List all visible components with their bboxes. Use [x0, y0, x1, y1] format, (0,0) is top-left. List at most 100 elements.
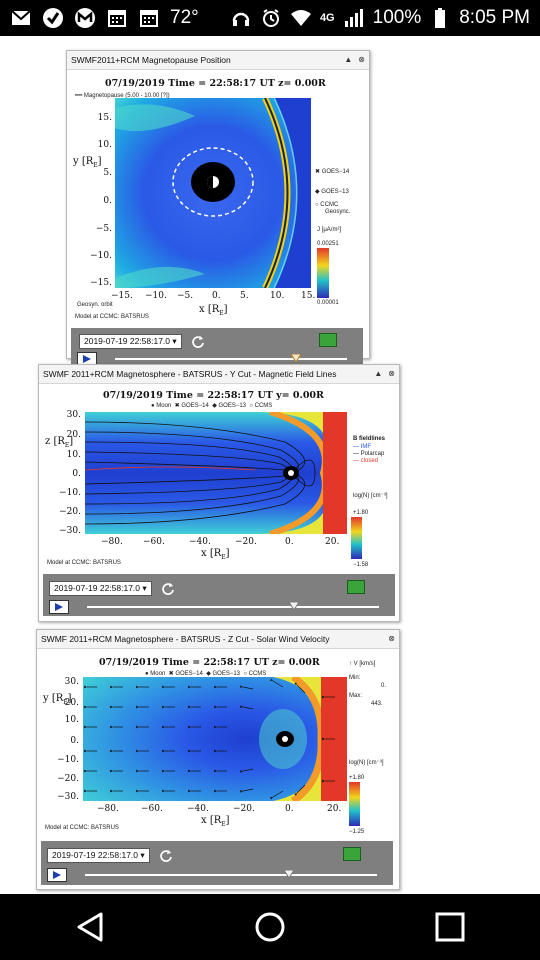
time-slider-track[interactable] [115, 358, 347, 360]
play-button[interactable] [49, 600, 69, 614]
side-legend-geosync: Geosync. [325, 209, 351, 215]
time-slider-track[interactable] [85, 874, 377, 876]
refresh-icon[interactable] [161, 582, 175, 596]
home-button[interactable] [240, 897, 300, 957]
refresh-icon[interactable] [159, 849, 173, 863]
y-tick-1: 30. [64, 677, 79, 687]
colorbar-label: J [μA/m²] [317, 227, 342, 233]
legend-moon: Moon [156, 403, 172, 409]
legend-line: ━━ Magnetopause (5.00 - 10.00 [?]) [75, 93, 170, 99]
x-tick-4: −20. [235, 537, 257, 547]
x-tick-5: 0. [285, 804, 294, 814]
x-tick-2: −10. [145, 291, 167, 301]
legend-moon: Moon [150, 671, 166, 677]
x-axis-title: x [RE] [201, 815, 230, 828]
legend-row: ● Moon ✖ GOES−14 ◆ GOES−13 ○ CCMS [151, 403, 273, 409]
x-tick-3: −40. [187, 804, 209, 814]
snapshot-camera-icon[interactable] [343, 847, 361, 861]
model-credit: Model at CCMC: BATSRUS [45, 825, 119, 831]
colorbar-max: +1.80 [353, 510, 369, 516]
snapshot-camera-icon[interactable] [347, 580, 365, 594]
collapse-icon[interactable]: ▲ [344, 55, 353, 64]
y-tick-4: 0. [103, 196, 112, 206]
y-tick-3: 10. [66, 450, 81, 460]
close-icon[interactable]: ⊗ [388, 634, 395, 643]
plot-header: 07/19/2019 Time = 22:58:17 UT z= 0.00R [105, 78, 326, 89]
widget-title: SWMF2011+RCM Magnetopause Position ▲ ⊗ [67, 51, 369, 70]
y-tick-4: 0. [72, 469, 81, 479]
collapse-icon[interactable]: ▲ [374, 369, 383, 378]
time-select[interactable]: 2019-07-19 22:58:17.0 ▾ [47, 848, 150, 863]
x-tick-6: 20. [325, 537, 340, 547]
close-icon[interactable]: ⊗ [388, 369, 395, 378]
magnetopause-widget: SWMF2011+RCM Magnetopause Position ▲ ⊗ 07… [66, 50, 370, 368]
x-tick-2: −60. [143, 537, 165, 547]
signal-icon [343, 7, 365, 29]
battery-percent: 100% [372, 7, 422, 28]
legend-ccms: CCMS [254, 403, 273, 409]
colorbar-max: 0.00251 [317, 241, 339, 247]
alarm-icon [260, 7, 282, 29]
close-icon[interactable]: ⊗ [358, 55, 365, 64]
play-button[interactable] [47, 868, 67, 882]
model-credit: Model at CCMC: BATSRUS [75, 314, 149, 320]
y-tick-1: 30. [66, 410, 81, 420]
y-tick-6: −20. [59, 507, 81, 517]
widget-title: SWMF 2011+RCM Magnetosphere - BATSRUS - … [37, 630, 399, 649]
x-tick-1: −80. [101, 537, 123, 547]
side-legend-goes13: ◆ GOES−13 [315, 189, 349, 195]
plot-header: 07/19/2019 Time = 22:58:17 UT y= 0.00R [103, 390, 324, 401]
snapshot-camera-icon[interactable] [319, 333, 337, 347]
playback-controls: 2019-07-19 22:58:17.0 ▾ [43, 574, 395, 616]
zcut-widget: SWMF 2011+RCM Magnetosphere - BATSRUS - … [36, 629, 400, 890]
back-button[interactable] [60, 897, 120, 957]
side-legend-imf: — IMF [353, 444, 372, 450]
time-select[interactable]: 2019-07-19 22:58:17.0 ▾ [49, 581, 152, 596]
recents-button[interactable] [420, 897, 480, 957]
time-select-value: 2019-07-19 22:58:17.0 [52, 850, 139, 860]
legend-goes13: GOES−13 [218, 403, 246, 409]
x-tick-1: −15. [111, 291, 133, 301]
legend-row: ● Moon ✖ GOES−14 ◆ GOES−13 ○ CCMS [145, 671, 267, 677]
colorbar-min: −1.25 [349, 829, 365, 835]
x-tick-7: 15. [301, 291, 316, 301]
x-axis-title: x [RE] [201, 548, 230, 561]
y-tick-5: −10. [59, 488, 81, 498]
colorbar [317, 248, 329, 298]
refresh-icon[interactable] [191, 335, 205, 349]
side-legend-goes14: ✖ GOES−14 [315, 169, 350, 175]
min-value: 0. [381, 683, 387, 689]
time-select[interactable]: 2019-07-19 22:58:17.0 ▾ [79, 334, 182, 349]
side-legend-closed: — closed [353, 458, 379, 464]
ycut-widget: SWMF 2011+RCM Magnetosphere - BATSRUS - … [38, 364, 400, 622]
headphones-icon [230, 7, 252, 29]
magnetopause-plot [115, 98, 311, 288]
verizon-check-icon [42, 7, 64, 29]
time-slider-thumb[interactable] [284, 870, 295, 878]
colorbar [349, 782, 360, 826]
side-legend-imf-text: IMF [360, 444, 372, 450]
playback-controls: 2019-07-19 22:58:17.0 ▾ [41, 841, 393, 885]
time-slider-thumb[interactable] [290, 354, 301, 362]
y-axis-title: y [RE] [73, 156, 102, 169]
x-tick-5: 0. [285, 537, 294, 547]
y-tick-7: −30. [59, 526, 81, 536]
widget-title-text: SWMF 2011+RCM Magnetosphere - BATSRUS - … [41, 634, 330, 644]
time-slider-track[interactable] [87, 606, 379, 608]
side-legend-goes14-text: GOES−14 [321, 169, 350, 175]
time-slider-thumb[interactable] [289, 602, 300, 610]
x-tick-3: −40. [189, 537, 211, 547]
y-tick-2: 10. [97, 140, 112, 150]
x-axis-label: x [R [201, 815, 222, 826]
max-value: 443. [371, 701, 383, 707]
back-triangle-icon [77, 912, 103, 942]
min-label: Min: [349, 675, 361, 681]
widget-title-text: SWMF 2011+RCM Magnetosphere - BATSRUS - … [43, 369, 337, 379]
x-axis-label: x [R [199, 304, 220, 315]
battery-icon [429, 7, 451, 29]
y-axis-title: z [RE] [45, 436, 74, 449]
y-tick-1: 15. [97, 113, 112, 123]
x-tick-6: 20. [327, 804, 342, 814]
x-tick-1: −80. [97, 804, 119, 814]
y-axis-label: z [R [45, 436, 65, 447]
